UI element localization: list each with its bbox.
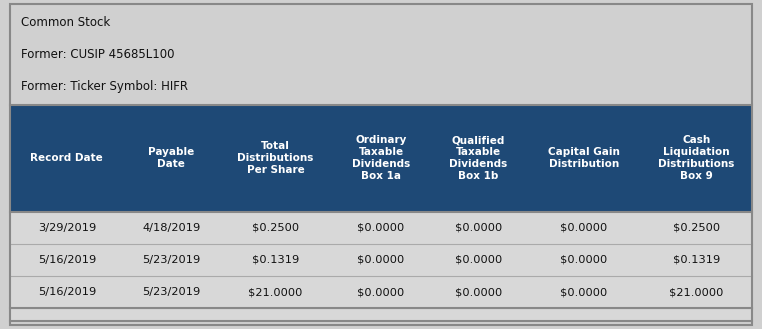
Text: Payable
Date: Payable Date: [148, 147, 194, 169]
Text: 5/23/2019: 5/23/2019: [142, 287, 200, 297]
Text: $0.0000: $0.0000: [560, 287, 607, 297]
Text: Common Stock: Common Stock: [21, 16, 110, 29]
Text: 5/23/2019: 5/23/2019: [142, 255, 200, 265]
Text: Former: Ticker Symbol: HIFR: Former: Ticker Symbol: HIFR: [21, 80, 188, 93]
Text: $0.0000: $0.0000: [455, 255, 502, 265]
Text: $0.0000: $0.0000: [357, 255, 405, 265]
Text: $0.0000: $0.0000: [560, 255, 607, 265]
Text: 4/18/2019: 4/18/2019: [142, 223, 200, 233]
Bar: [10, 212, 752, 244]
Bar: [10, 105, 752, 212]
Text: 5/16/2019: 5/16/2019: [37, 287, 96, 297]
Text: $21.0000: $21.0000: [669, 287, 724, 297]
Text: $0.0000: $0.0000: [357, 223, 405, 233]
Text: $0.2500: $0.2500: [673, 223, 720, 233]
Bar: [10, 4, 752, 105]
Text: $0.1319: $0.1319: [673, 255, 720, 265]
Text: $21.0000: $21.0000: [248, 287, 303, 297]
Text: $0.1319: $0.1319: [251, 255, 299, 265]
Text: Qualified
Taxable
Dividends
Box 1b: Qualified Taxable Dividends Box 1b: [449, 135, 507, 181]
Text: Ordinary
Taxable
Dividends
Box 1a: Ordinary Taxable Dividends Box 1a: [352, 135, 410, 181]
Text: Former: CUSIP 45685L100: Former: CUSIP 45685L100: [21, 48, 174, 61]
Bar: [10, 276, 752, 308]
Text: $0.0000: $0.0000: [357, 287, 405, 297]
Text: Record Date: Record Date: [30, 153, 103, 163]
Text: Capital Gain
Distribution: Capital Gain Distribution: [548, 147, 620, 169]
Text: $0.0000: $0.0000: [455, 287, 502, 297]
Text: Total
Distributions
Per Share: Total Distributions Per Share: [237, 141, 314, 175]
Text: 5/16/2019: 5/16/2019: [37, 255, 96, 265]
Text: $0.0000: $0.0000: [560, 223, 607, 233]
Bar: [10, 308, 752, 321]
Bar: [10, 321, 752, 329]
Text: $0.2500: $0.2500: [252, 223, 299, 233]
Bar: [10, 244, 752, 276]
Text: $0.0000: $0.0000: [455, 223, 502, 233]
Text: Cash
Liquidation
Distributions
Box 9: Cash Liquidation Distributions Box 9: [658, 135, 735, 181]
Text: 3/29/2019: 3/29/2019: [37, 223, 96, 233]
